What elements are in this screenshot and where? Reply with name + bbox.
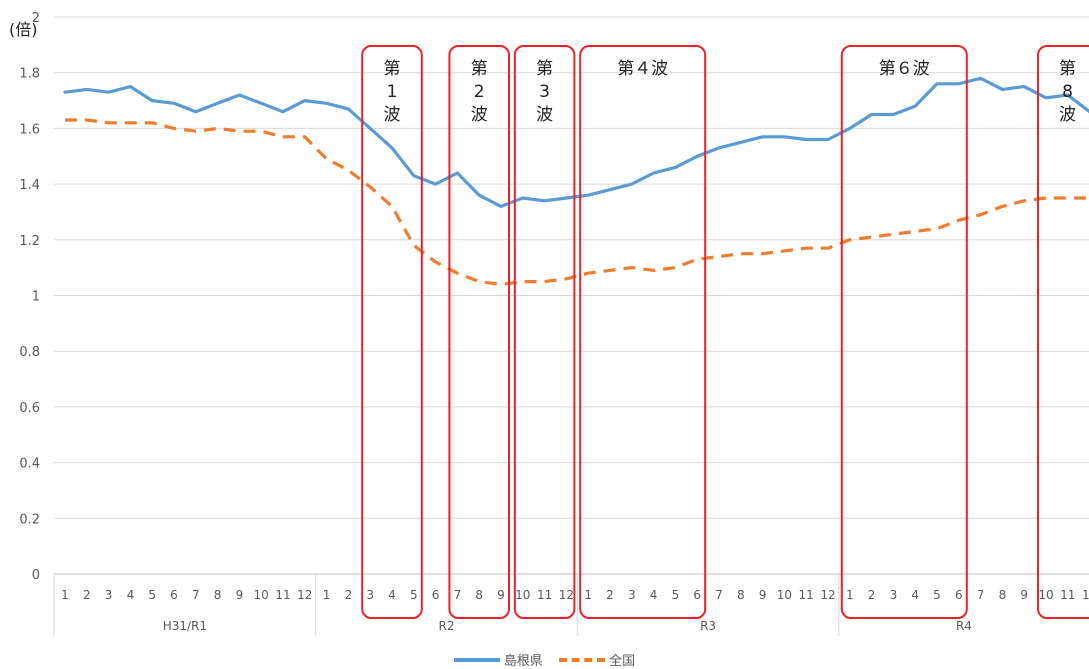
x-tick-label: 7 [454,588,462,602]
x-tick-label: 6 [170,588,178,602]
x-tick-label: 7 [192,588,200,602]
wave-label: 第４波 [617,59,668,79]
legend-item-shimane: 島根県 [453,650,543,669]
x-tick-label: 12 [297,588,312,602]
wave-label: 第６波 [879,59,930,79]
x-tick-label: 5 [933,588,941,602]
wave-label: 3 [539,82,550,102]
x-tick-label: 4 [388,588,396,602]
y-tick-label: 1.4 [19,178,40,193]
y-tick-label: 1.8 [19,67,40,82]
x-tick-label: 8 [737,588,745,602]
series-lines [63,76,1089,286]
wave-label: 波 [384,105,401,125]
series-line-0 [63,76,1089,208]
x-tick-label: 2 [606,588,614,602]
wave-label: 波 [1059,105,1076,125]
x-tick-label: 9 [1020,588,1028,602]
y-tick-label: 0.6 [19,401,40,416]
wave-label: 第 [1059,59,1076,79]
x-tick-label: 3 [890,588,898,602]
x-tick-label: 9 [497,588,505,602]
x-tick-label: 11 [537,588,552,602]
x-tick-label: 9 [759,588,767,602]
y-tick-label: 1.2 [19,234,40,249]
y-tick-label: 2 [32,11,40,26]
wave-label: 波 [471,105,488,125]
y-axis: 0 0.2 0.4 0.6 0.8 1 1.2 1.4 1.6 1.8 2 [19,11,40,583]
wave-box-3 [579,45,707,619]
wave-label: 第 [384,59,401,79]
x-tick-label: 11 [275,588,290,602]
x-year-label: R4 [956,619,972,633]
wave-box-0 [361,45,423,619]
x-tick-label: 5 [672,588,680,602]
wave-label: 2 [474,82,485,102]
x-tick-label: 2 [868,588,876,602]
x-tick-label: 8 [214,588,222,602]
wave-annotations: 第 1 波 第 2 波 第 3 波 第４波 第６波 第 8 波 [361,45,1089,619]
legend-item-national: 全国 [559,650,635,669]
x-tick-label: 1 [846,588,854,602]
y-tick-label: 0.8 [19,345,40,360]
x-year-label: H31/R1 [163,619,207,633]
legend-swatch-shimane [453,657,500,662]
y-tick-label: 0.4 [19,457,40,472]
x-tick-label: 4 [127,588,135,602]
legend-swatch-national [559,657,606,662]
x-tick-label: 3 [105,588,113,602]
wave-label: 波 [536,105,553,125]
x-tick-label: 6 [432,588,440,602]
x-tick-label: 2 [345,588,353,602]
legend-label-national: 全国 [609,654,636,669]
y-tick-label: 1 [32,290,40,305]
wave-label: 1 [387,82,398,102]
x-tick-label: 1 [584,588,592,602]
wave-box-1 [448,45,510,619]
x-tick-label: 4 [650,588,658,602]
y-tick-label: 1.6 [19,122,40,137]
series-line-1 [65,118,1089,286]
legend-label-shimane: 島根県 [503,654,543,669]
x-year-label: R2 [439,619,455,633]
x-tick-label: 10 [515,588,530,602]
x-tick-label: 11 [1060,588,1075,602]
x-tick-label: 9 [236,588,244,602]
x-tick-label: 5 [148,588,156,602]
x-tick-label: 5 [410,588,418,602]
x-tick-label: 3 [366,588,374,602]
y-tick-label: 0 [32,568,40,583]
x-tick-label: 1 [323,588,331,602]
wave-box-2 [513,45,576,619]
x-axis: 1 2 3 4 5 6 7 8 9 10 11 12 1 2 3 4 5 6 7 8 9 10 11 12 1 2 3 4 5 6 7 8 9 1… [53,574,1089,636]
x-tick-label: 4 [911,588,919,602]
wave-label: 第 [536,59,553,79]
legend: 島根県 全国 [0,650,1089,669]
x-tick-label: 8 [999,588,1007,602]
x-tick-label: 12 [559,588,574,602]
x-tick-label: 11 [799,588,814,602]
x-tick-label: 7 [977,588,985,602]
x-tick-label: 6 [693,588,701,602]
x-tick-label: 7 [715,588,723,602]
x-tick-label: 8 [475,588,483,602]
x-tick-label: 10 [1038,588,1053,602]
y-tick-label: 0.2 [19,512,40,527]
x-tick-label: 10 [254,588,269,602]
x-tick-label: 12 [1082,588,1089,602]
wave-box-4 [840,45,968,619]
x-tick-label: 2 [83,588,91,602]
wave-label: 8 [1062,82,1073,102]
x-tick-label: 12 [820,588,835,602]
y-axis-unit-label: (倍) [9,20,38,39]
x-year-label: R3 [700,619,716,633]
x-tick-label: 1 [61,588,69,602]
x-tick-label: 3 [628,588,636,602]
wave-box-5 [1037,45,1089,619]
gridlines [54,16,1089,575]
x-tick-label: 6 [955,588,963,602]
x-tick-label: 10 [777,588,792,602]
wave-label: 第 [471,59,488,79]
